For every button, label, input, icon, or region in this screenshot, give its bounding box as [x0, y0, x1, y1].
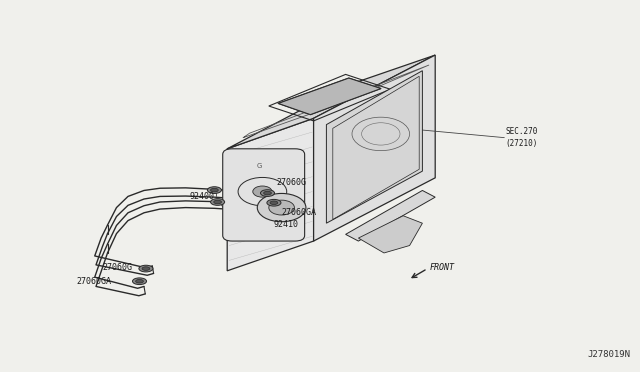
- Ellipse shape: [142, 267, 150, 270]
- Text: 92410: 92410: [274, 220, 299, 229]
- Ellipse shape: [136, 279, 143, 283]
- Text: 27060GA: 27060GA: [282, 208, 317, 217]
- Ellipse shape: [132, 278, 147, 285]
- Text: 92400: 92400: [189, 192, 214, 201]
- Ellipse shape: [260, 190, 275, 196]
- Ellipse shape: [211, 199, 225, 205]
- Polygon shape: [227, 118, 314, 271]
- Polygon shape: [278, 78, 381, 115]
- Polygon shape: [346, 190, 435, 241]
- Text: SEC.270
(27210): SEC.270 (27210): [506, 127, 538, 148]
- Polygon shape: [358, 216, 422, 253]
- Polygon shape: [227, 55, 435, 149]
- Ellipse shape: [264, 191, 271, 195]
- Circle shape: [269, 200, 294, 215]
- Ellipse shape: [139, 265, 153, 272]
- Text: 27060GA: 27060GA: [77, 277, 112, 286]
- Ellipse shape: [211, 188, 218, 192]
- Circle shape: [257, 193, 306, 222]
- Polygon shape: [314, 55, 435, 241]
- Text: J278019N: J278019N: [588, 350, 630, 359]
- Polygon shape: [326, 71, 422, 223]
- FancyBboxPatch shape: [223, 149, 305, 241]
- Text: FRONT: FRONT: [430, 263, 455, 272]
- Text: G: G: [257, 163, 262, 169]
- Ellipse shape: [270, 201, 278, 205]
- Text: 27060G: 27060G: [102, 263, 132, 272]
- Ellipse shape: [214, 200, 221, 204]
- Ellipse shape: [207, 187, 221, 193]
- Ellipse shape: [267, 199, 281, 206]
- Text: 27060G: 27060G: [276, 178, 307, 187]
- Circle shape: [253, 186, 272, 197]
